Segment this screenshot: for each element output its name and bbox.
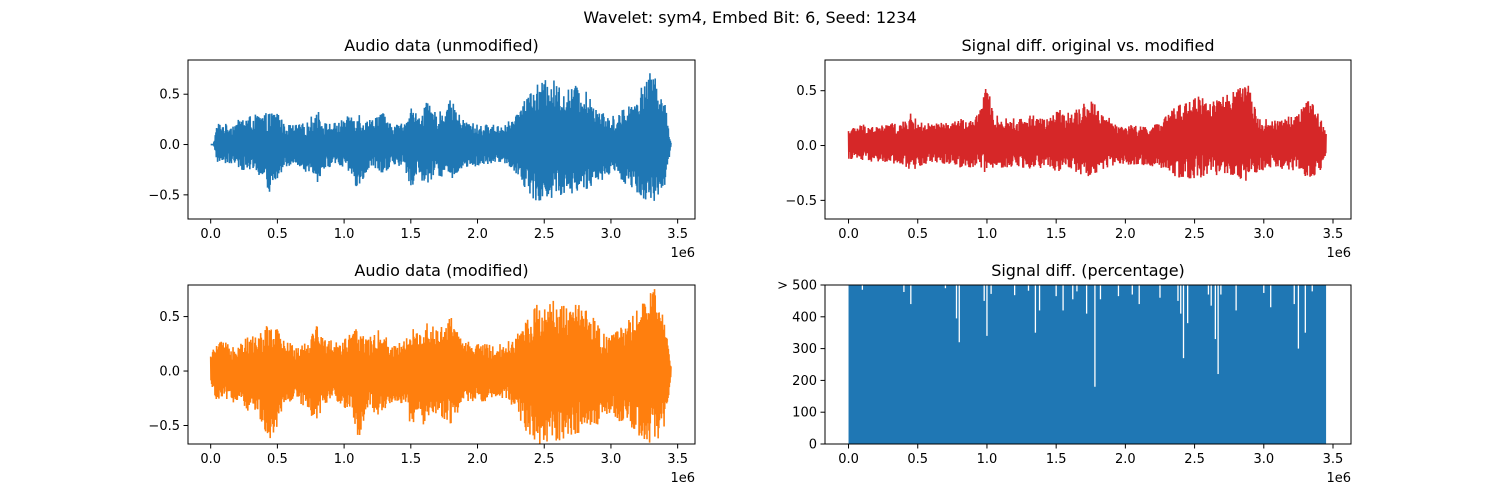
subplot-title: Audio data (unmodified) — [344, 36, 539, 55]
y-tick-label: −0.5 — [785, 194, 817, 209]
y-tick-label: 0.0 — [159, 138, 180, 153]
series-area-p3 — [848, 285, 1327, 444]
x-tick-label: 2.5 — [1184, 227, 1205, 242]
y-tick-label: 100 — [792, 406, 817, 421]
y-tick-label: 0.0 — [159, 365, 180, 380]
x-tick-label: 1.5 — [400, 452, 421, 467]
y-tick-label: 0 — [809, 438, 817, 453]
x-tick-label: 3.5 — [667, 227, 688, 242]
x-tick-label: 0.0 — [838, 452, 859, 467]
x-offset-label: 1e6 — [1326, 246, 1351, 261]
series-line-p0 — [210, 73, 672, 201]
x-tick-label: 1.0 — [977, 452, 998, 467]
y-tick-label: 0.0 — [796, 139, 817, 154]
subplot-signal-diff-percentage: Signal diff. (percentage) 0.0 0.5 1.0 1.5 2.0… — [777, 261, 1352, 486]
x-tick-label: 2.5 — [534, 227, 555, 242]
x-tick-label: 3.5 — [1323, 227, 1344, 242]
x-tick-label: 1.5 — [1046, 227, 1067, 242]
subplot-title: Audio data (modified) — [354, 261, 528, 280]
x-tick-label: 2.0 — [1115, 227, 1136, 242]
x-tick-label: 1.5 — [1046, 452, 1067, 467]
x-tick-label: 1.0 — [334, 227, 355, 242]
axes-frame-p1 — [824, 59, 1352, 220]
series-line-p2 — [209, 289, 672, 444]
x-tick-label: 0.0 — [200, 227, 221, 242]
x-tick-label: 0.5 — [267, 227, 288, 242]
x-tick-label: 1.0 — [334, 452, 355, 467]
x-tick-label: 0.0 — [838, 227, 859, 242]
x-tick-label: 3.0 — [1253, 452, 1274, 467]
x-offset-label: 1e6 — [1326, 471, 1351, 486]
y-tick-label: 200 — [792, 374, 817, 389]
x-tick-label: 2.0 — [467, 452, 488, 467]
axes-frame-p0 — [187, 59, 696, 220]
axes-frame-p2 — [187, 284, 696, 445]
x-tick-label: 2.5 — [534, 452, 555, 467]
x-tick-label: 3.0 — [601, 227, 622, 242]
x-tick-label: 3.0 — [601, 452, 622, 467]
axes-frame-p3 — [824, 284, 1352, 445]
x-tick-label: 2.5 — [1184, 452, 1205, 467]
y-tick-label: −0.5 — [148, 188, 180, 203]
x-offset-label: 1e6 — [670, 471, 695, 486]
x-tick-label: 3.0 — [1253, 227, 1274, 242]
x-tick-label: 3.5 — [667, 452, 688, 467]
y-tick-label: 0.5 — [159, 88, 180, 103]
subplot-signal-diff: Signal diff. original vs. modified 0.0 0.5… — [785, 36, 1352, 261]
y-tick-label: > 500 — [777, 279, 817, 294]
x-tick-label: 3.5 — [1323, 452, 1344, 467]
series-line-p1 — [847, 85, 1327, 181]
x-tick-label: 0.5 — [907, 452, 928, 467]
x-tick-label: 2.0 — [1115, 452, 1136, 467]
x-tick-label: 0.0 — [200, 452, 221, 467]
x-tick-label: 0.5 — [907, 227, 928, 242]
x-tick-label: 0.5 — [267, 452, 288, 467]
subplot-audio-modified: Audio data (modified) 0.0 0.5 1.0 1.5 2.0 2.5 3… — [148, 261, 696, 486]
y-tick-label: 0.5 — [796, 84, 817, 99]
y-tick-label: 400 — [792, 310, 817, 325]
x-tick-label: 1.5 — [400, 227, 421, 242]
subplot-title: Signal diff. (percentage) — [991, 261, 1185, 280]
y-tick-label: −0.5 — [148, 419, 180, 434]
x-tick-label: 1.0 — [977, 227, 998, 242]
subplot-title: Signal diff. original vs. modified — [962, 36, 1215, 55]
subplot-audio-unmodified: Audio data (unmodified) 0.0 0.5 1.0 1.5 2.0 2.… — [148, 36, 696, 261]
x-offset-label: 1e6 — [670, 246, 695, 261]
y-tick-label: 0.5 — [159, 310, 180, 325]
figure-suptitle: Wavelet: sym4, Embed Bit: 6, Seed: 1234 — [583, 8, 916, 27]
y-tick-label: 300 — [792, 342, 817, 357]
x-tick-label: 2.0 — [467, 227, 488, 242]
